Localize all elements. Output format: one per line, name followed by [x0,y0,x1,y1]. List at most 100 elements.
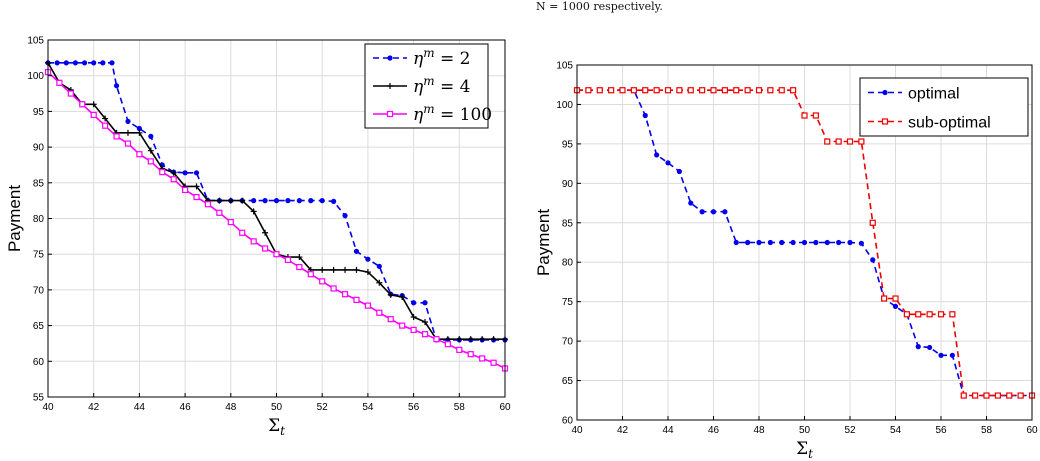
y-tick-label: 95 [33,107,45,118]
chart-2: 40 42 44 46 48 50 52 54 56 58 60 60 65 70 75 80 85 90 95 10… [534,61,1038,461]
data-point [744,87,751,94]
data-point [994,392,1001,399]
data-point [870,257,876,263]
data-point [216,209,223,216]
data-point [341,291,349,298]
x-axis-label: Σt [268,416,285,438]
data-point [490,359,497,366]
data-point [148,133,154,139]
y-tick-label: 60 [33,357,45,368]
data-point [699,87,706,94]
data-point [239,197,246,204]
legend-label: ηm = 2 [413,46,470,69]
data-point [779,239,785,246]
data-point [170,176,177,183]
data-point [109,60,115,66]
x-tick-label: 54 [890,425,902,436]
data-point [342,266,349,273]
data-point [444,341,451,348]
data-point [835,138,842,145]
x-tick-label: 40 [571,425,583,436]
legend-box [859,77,1029,137]
data-point [654,152,660,158]
data-point [319,198,325,204]
data-point [376,309,383,316]
data-point [949,311,956,318]
data-point [596,87,603,94]
data-point [858,138,865,145]
data-point [892,303,899,309]
series-1 [574,87,1035,399]
data-point [331,198,337,204]
data-point [676,168,682,175]
data-point [353,266,360,273]
data-point [250,208,257,215]
y-axis-label: Payment [5,185,24,252]
data-point [100,60,106,66]
y-tick-label: 80 [562,258,574,269]
x-tick-label: 52 [844,425,856,436]
x-tick-label: 52 [317,402,329,413]
x-tick-label: 56 [408,402,420,413]
data-point [353,296,360,303]
y-tick-label: 80 [33,214,45,225]
y-tick-label: 100 [27,71,44,82]
data-point [813,239,819,246]
legend-marker [881,118,889,125]
legend-marker [387,55,393,61]
data-point [710,87,717,94]
data-point [124,140,132,147]
legend-marker [387,83,393,89]
data-point [479,336,486,343]
data-point [102,122,109,129]
data-point [342,213,348,219]
data-point [182,186,189,194]
data-point [456,336,463,343]
data-point [687,87,694,94]
data-point [54,60,60,66]
data-point [926,311,933,318]
data-point [136,129,143,136]
data-point [745,239,751,246]
data-point [1017,392,1024,399]
data-point [642,87,649,94]
x-tick-label: 54 [362,402,374,413]
x-tick-label: 56 [935,425,947,436]
y-tick-label: 75 [33,250,45,261]
x-tick-label: 60 [499,402,511,413]
data-point [193,170,200,176]
data-point [479,355,486,362]
legend-label: optimal [908,86,960,103]
data-point [136,151,143,158]
data-point [710,209,717,215]
data-point [204,201,212,208]
data-point [79,101,86,108]
y-tick-label: 55 [33,393,45,404]
data-point [147,158,154,165]
x-tick-label: 58 [981,425,993,436]
chart-1: 40 42 44 46 48 50 52 54 56 58 60 55 60 65 70 75 80 85 90 95… [5,36,511,439]
data-point [949,352,955,358]
data-point [319,266,326,273]
data-point [284,256,292,264]
data-point [847,239,853,246]
data-point [824,138,831,145]
data-point [767,239,773,246]
data-point [653,87,660,94]
legend-label: ηm = 4 [413,74,470,97]
data-point [642,112,648,119]
data-point [285,198,291,204]
data-point [353,248,360,254]
data-point [665,160,671,166]
data-point [273,251,280,258]
data-point [182,170,188,176]
y-tick-label: 70 [33,285,45,296]
y-tick-label: 65 [562,376,574,387]
series-2 [573,87,1036,399]
y-tick-label: 90 [562,179,574,190]
legend-marker [386,110,394,118]
data-point [113,133,120,140]
y-tick-label: 70 [562,337,574,348]
x-tick-label: 40 [42,402,54,413]
